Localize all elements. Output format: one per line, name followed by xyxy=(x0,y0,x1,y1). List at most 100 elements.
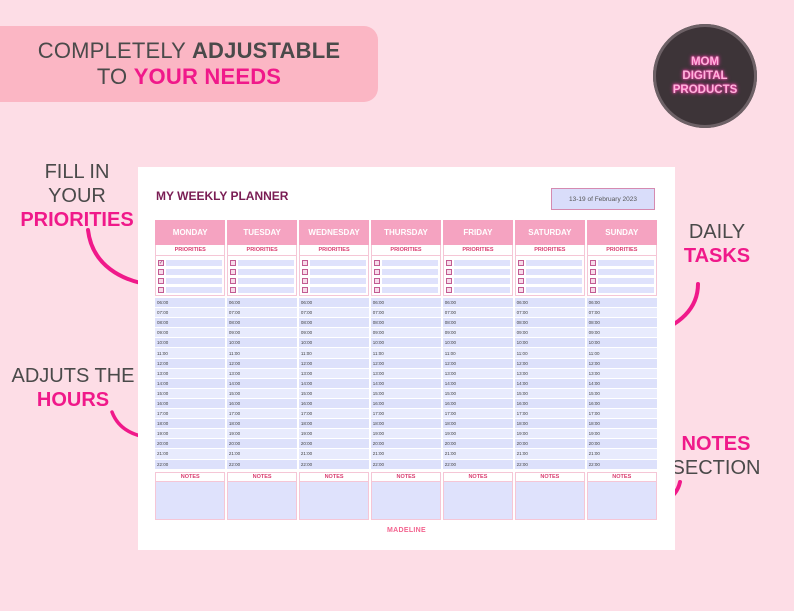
priority-checkbox[interactable] xyxy=(517,259,524,266)
hour-slot[interactable]: 17:00 xyxy=(514,409,586,420)
hour-slot[interactable]: 11:00 xyxy=(442,348,514,359)
priority-input[interactable] xyxy=(453,268,511,275)
priority-checkbox[interactable] xyxy=(373,259,380,266)
priority-input[interactable] xyxy=(166,277,223,284)
hour-slot[interactable]: 08:00 xyxy=(298,318,370,329)
hour-slot[interactable]: 15:00 xyxy=(586,388,657,399)
hour-slot[interactable]: 17:00 xyxy=(226,409,298,420)
hour-slot[interactable]: 20:00 xyxy=(298,439,370,450)
hour-slot[interactable]: 15:00 xyxy=(514,388,586,399)
hour-slot[interactable]: 09:00 xyxy=(586,328,657,339)
hour-slot[interactable]: 09:00 xyxy=(514,328,586,339)
priority-checkbox[interactable] xyxy=(445,259,452,266)
notes-field[interactable] xyxy=(442,481,514,520)
hour-slot[interactable]: 10:00 xyxy=(514,338,586,349)
hour-slot[interactable]: 21:00 xyxy=(155,449,226,460)
priority-input[interactable] xyxy=(597,268,654,275)
hour-slot[interactable]: 15:00 xyxy=(370,388,442,399)
hour-slot[interactable]: 09:00 xyxy=(298,328,370,339)
priority-input[interactable] xyxy=(597,259,654,266)
notes-field[interactable] xyxy=(155,481,226,520)
priority-checkbox[interactable] xyxy=(589,268,596,275)
hour-slot[interactable]: 08:00 xyxy=(442,318,514,329)
priority-checkbox[interactable] xyxy=(517,268,524,275)
hour-slot[interactable]: 22:00 xyxy=(514,459,586,470)
hour-slot[interactable]: 15:00 xyxy=(298,388,370,399)
priority-input[interactable] xyxy=(237,268,295,275)
priority-checkbox[interactable] xyxy=(445,286,452,293)
priority-checkbox[interactable] xyxy=(445,268,452,275)
hour-slot[interactable]: 13:00 xyxy=(155,368,226,379)
hour-slot[interactable]: 10:00 xyxy=(155,338,226,349)
hour-slot[interactable]: 19:00 xyxy=(226,429,298,440)
priority-checkbox[interactable] xyxy=(373,277,380,284)
hour-slot[interactable]: 21:00 xyxy=(586,449,657,460)
hour-slot[interactable]: 06:00 xyxy=(514,298,586,309)
hour-slot[interactable]: 19:00 xyxy=(370,429,442,440)
hour-slot[interactable]: 10:00 xyxy=(370,338,442,349)
hour-slot[interactable]: 13:00 xyxy=(298,368,370,379)
hour-slot[interactable]: 12:00 xyxy=(226,358,298,369)
hour-slot[interactable]: 08:00 xyxy=(514,318,586,329)
hour-slot[interactable]: 09:00 xyxy=(442,328,514,339)
hour-slot[interactable]: 16:00 xyxy=(442,398,514,410)
hour-slot[interactable]: 22:00 xyxy=(155,459,226,470)
hour-slot[interactable]: 18:00 xyxy=(586,419,657,430)
hour-slot[interactable]: 14:00 xyxy=(514,378,586,389)
hour-slot[interactable]: 18:00 xyxy=(514,419,586,430)
hour-slot[interactable]: 15:00 xyxy=(442,388,514,399)
hour-slot[interactable]: 18:00 xyxy=(298,419,370,430)
priority-input[interactable] xyxy=(381,259,439,266)
hour-slot[interactable]: 14:00 xyxy=(226,378,298,389)
hour-slot[interactable]: 17:00 xyxy=(586,409,657,420)
hour-slot[interactable]: 21:00 xyxy=(514,449,586,460)
priority-input[interactable] xyxy=(381,277,439,284)
priority-input[interactable] xyxy=(525,286,583,293)
priority-checkbox[interactable] xyxy=(229,268,236,275)
hour-slot[interactable]: 09:00 xyxy=(226,328,298,339)
hour-slot[interactable]: 17:00 xyxy=(442,409,514,420)
hour-slot[interactable]: 08:00 xyxy=(155,318,226,329)
hour-slot[interactable]: 14:00 xyxy=(586,378,657,389)
hour-slot[interactable]: 17:00 xyxy=(370,409,442,420)
hour-slot[interactable]: 06:00 xyxy=(298,298,370,309)
priority-input[interactable] xyxy=(381,286,439,293)
hour-slot[interactable]: 11:00 xyxy=(370,348,442,359)
hour-slot[interactable]: 19:00 xyxy=(586,429,657,440)
priority-input[interactable] xyxy=(525,277,583,284)
hour-slot[interactable]: 13:00 xyxy=(514,368,586,379)
priority-checkbox[interactable] xyxy=(301,277,308,284)
hour-slot[interactable]: 11:00 xyxy=(514,348,586,359)
hour-slot[interactable]: 12:00 xyxy=(586,358,657,369)
hour-slot[interactable]: 22:00 xyxy=(586,459,657,470)
hour-slot[interactable]: 07:00 xyxy=(155,308,226,319)
hour-slot[interactable]: 20:00 xyxy=(370,439,442,450)
hour-slot[interactable]: 13:00 xyxy=(370,368,442,379)
hour-slot[interactable]: 13:00 xyxy=(226,368,298,379)
hour-slot[interactable]: 21:00 xyxy=(298,449,370,460)
hour-slot[interactable]: 11:00 xyxy=(586,348,657,359)
priority-input[interactable] xyxy=(525,259,583,266)
hour-slot[interactable]: 21:00 xyxy=(442,449,514,460)
priority-checkbox[interactable] xyxy=(373,268,380,275)
priority-checkbox[interactable] xyxy=(589,286,596,293)
priority-checkbox[interactable] xyxy=(445,277,452,284)
hour-slot[interactable]: 22:00 xyxy=(226,459,298,470)
notes-field[interactable] xyxy=(586,481,657,520)
priority-checkbox[interactable] xyxy=(517,277,524,284)
hour-slot[interactable]: 15:00 xyxy=(155,388,226,399)
hour-slot[interactable]: 07:00 xyxy=(514,308,586,319)
priority-checkbox[interactable] xyxy=(589,277,596,284)
hour-slot[interactable]: 16:00 xyxy=(370,398,442,410)
hour-slot[interactable]: 16:00 xyxy=(155,398,226,410)
notes-field[interactable] xyxy=(298,481,370,520)
hour-slot[interactable]: 15:00 xyxy=(226,388,298,399)
priority-input[interactable] xyxy=(597,277,654,284)
hour-slot[interactable]: 18:00 xyxy=(442,419,514,430)
hour-slot[interactable]: 12:00 xyxy=(370,358,442,369)
hour-slot[interactable]: 14:00 xyxy=(298,378,370,389)
hour-slot[interactable]: 14:00 xyxy=(370,378,442,389)
priority-checkbox[interactable] xyxy=(301,268,308,275)
hour-slot[interactable]: 20:00 xyxy=(226,439,298,450)
hour-slot[interactable]: 16:00 xyxy=(226,398,298,410)
